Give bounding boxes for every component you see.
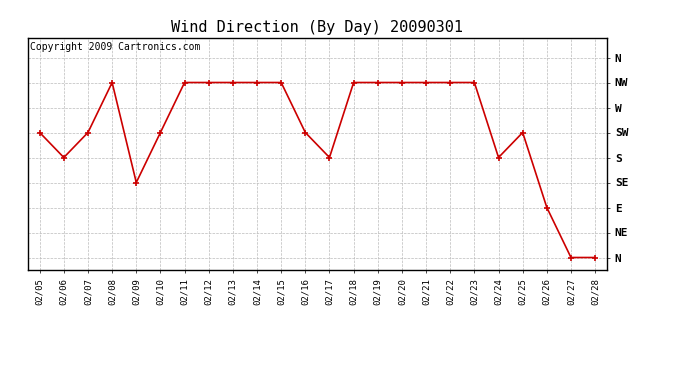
Text: Copyright 2009 Cartronics.com: Copyright 2009 Cartronics.com — [30, 42, 201, 52]
Title: Wind Direction (By Day) 20090301: Wind Direction (By Day) 20090301 — [171, 20, 464, 35]
